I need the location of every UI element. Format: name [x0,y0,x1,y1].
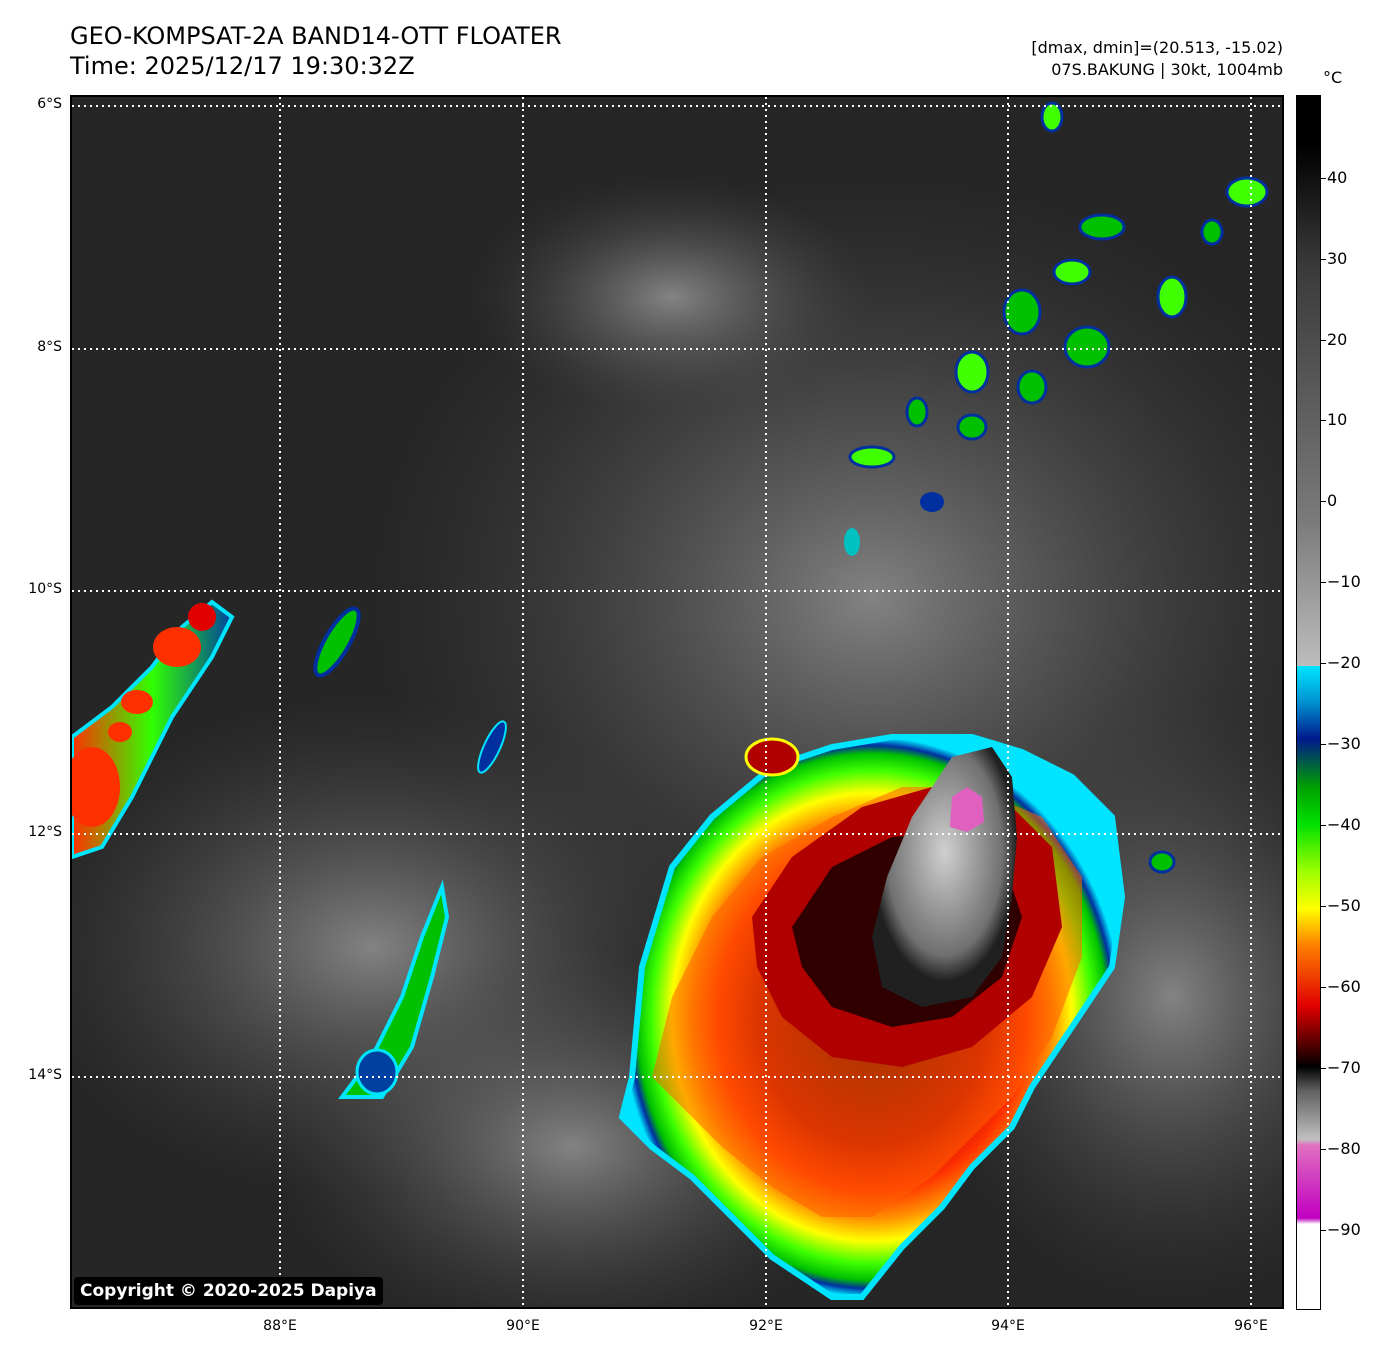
copyright-label: Copyright © 2020-2025 Dapiya [74,1277,383,1305]
colorbar-tickmark [1321,178,1326,179]
lat-label-6s: 6°S [37,96,62,112]
colorbar-tickmark [1321,906,1326,907]
lat-label-8s: 8°S [37,339,62,355]
satellite-imagery [72,97,1282,1307]
tropical-cyclone-07s-bakung [618,734,1176,1300]
colorbar-tick-10: 10 [1327,410,1348,429]
lon-label-88e: 88°E [263,1318,297,1334]
lon-label-92e: 92°E [749,1318,783,1334]
colorbar-tickmark [1321,340,1326,341]
colorbar-tick-m50: −50 [1327,896,1361,915]
lon-label-90e: 90°E [506,1318,540,1334]
lon-label-96e: 96°E [1234,1318,1268,1334]
temperature-colorbar [1296,95,1321,1310]
lon-label-94e: 94°E [991,1318,1025,1334]
product-title: GEO-KOMPSAT-2A BAND14-OTT FLOATER [70,22,562,50]
colorbar-tick-m60: −60 [1327,977,1361,996]
colorbar-tickmark [1321,420,1326,421]
colorbar-tickmark [1321,663,1326,664]
colorbar-tickmark [1321,825,1326,826]
colorbar-tickmark [1321,1068,1326,1069]
timestamp: Time: 2025/12/17 19:30:32Z [70,52,415,80]
colorbar-tickmark [1321,987,1326,988]
colorbar-tick-20: 20 [1327,330,1348,349]
colorbar-tick-m90: −90 [1327,1220,1361,1239]
colorbar-tick-30: 30 [1327,249,1348,268]
storm-info: 07S.BAKUNG | 30kt, 1004mb [1051,60,1283,79]
coldest-tops [950,787,984,832]
colorbar-tick-m70: −70 [1327,1058,1361,1077]
colorbar-tickmark [1321,582,1326,583]
colorbar-unit: °C [1323,68,1343,87]
colorbar-tickmark [1321,501,1326,502]
colorbar-tickmark [1321,744,1326,745]
colorbar-tick-40: 40 [1327,168,1348,187]
rainband-west [72,599,361,860]
colorbar-tickmark [1321,1149,1326,1150]
colorbar-tick-m40: −40 [1327,815,1361,834]
colorbar-tickmark [1321,1230,1326,1231]
colorbar-tick-0: 0 [1327,491,1338,510]
colorbar-tick-m30: −30 [1327,734,1361,753]
graticule [72,97,1282,1307]
data-range: [dmax, dmin]=(20.513, -15.02) [1031,38,1283,57]
lat-label-10s: 10°S [28,581,62,597]
satellite-map: Copyright © 2020-2025 Dapiya [70,95,1284,1309]
colorbar-tick-m10: −10 [1327,572,1361,591]
lat-label-14s: 14°S [28,1067,62,1083]
colorbar-tick-m20: −20 [1327,653,1361,672]
colorbar-tickmark [1321,259,1326,260]
lat-label-12s: 12°S [28,824,62,840]
colorbar-tick-m80: −80 [1327,1139,1361,1158]
convection-cluster-ne [844,101,1269,556]
rainband-central [338,720,507,1099]
